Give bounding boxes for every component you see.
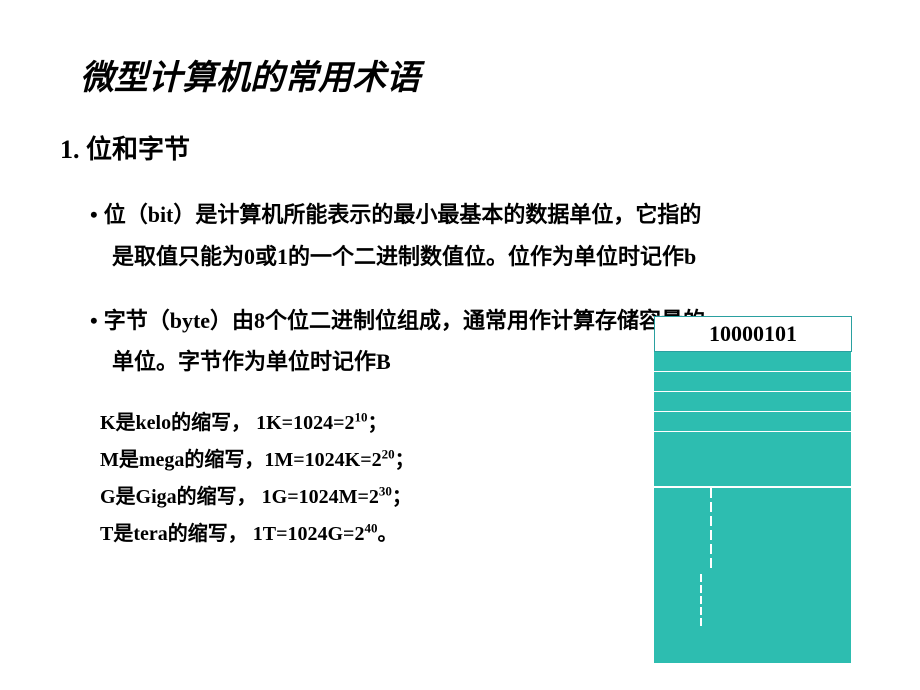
unit-g-pre: G是Giga的缩写， 1G=1024M=2 xyxy=(100,486,379,508)
bullet-text: 位（bit）是计算机所能表示的最小最基本的数据单位，它指的 xyxy=(104,194,702,236)
slide-title: 微型计算机的常用术语 xyxy=(80,50,860,99)
unit-m-post: ； xyxy=(395,449,415,471)
byte-header-cell: 10000101 xyxy=(654,316,852,352)
byte-row xyxy=(654,432,852,488)
dash-marks-icon xyxy=(700,574,702,629)
unit-t-pre: T是tera的缩写， 1T=1024G=2 xyxy=(100,523,364,545)
byte-row xyxy=(654,412,852,432)
slide: 微型计算机的常用术语 1. 位和字节 • 位（bit）是计算机所能表示的最小最基… xyxy=(0,0,920,690)
byte-row xyxy=(654,392,852,412)
byte-row xyxy=(654,372,852,392)
bullet-text: 字节（byte）由8个位二进制位组成，通常用作计算存储容量的 xyxy=(104,300,705,342)
byte-row xyxy=(654,488,852,664)
unit-g-exp: 30 xyxy=(379,484,392,499)
byte-row xyxy=(654,352,852,372)
bullet-line: • 位（bit）是计算机所能表示的最小最基本的数据单位，它指的 xyxy=(90,194,860,236)
unit-g-post: ； xyxy=(392,486,412,508)
section-header: 1. 位和字节 xyxy=(60,129,860,166)
bullet-dot-icon: • xyxy=(90,194,98,236)
byte-diagram: 10000101 xyxy=(654,316,852,664)
unit-k-pre: K是kelo的缩写， 1K=1024=2 xyxy=(100,412,354,434)
unit-t-exp: 40 xyxy=(364,521,377,536)
unit-k-post: ； xyxy=(367,412,387,434)
bullet-cont: 是取值只能为0或1的一个二进制数值位。位作为单位时记作b xyxy=(112,236,860,278)
bullet-dot-icon: • xyxy=(90,300,98,342)
dash-marks-icon xyxy=(710,488,712,572)
unit-t-post: 。 xyxy=(377,523,397,545)
unit-m-pre: M是mega的缩写，1M=1024K=2 xyxy=(100,449,382,471)
unit-k-exp: 10 xyxy=(354,410,367,425)
unit-m-exp: 20 xyxy=(382,447,395,462)
bullet-bit: • 位（bit）是计算机所能表示的最小最基本的数据单位，它指的 是取值只能为0或… xyxy=(90,194,860,278)
